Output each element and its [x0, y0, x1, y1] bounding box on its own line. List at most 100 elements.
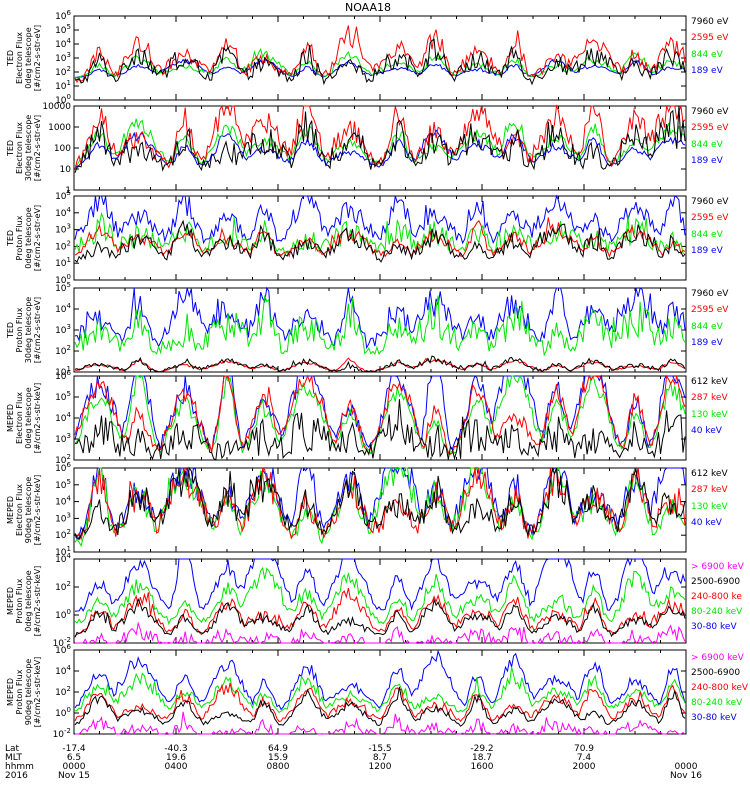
y-tick-label: 105 — [55, 189, 71, 202]
y-tick-label: 106 — [55, 461, 71, 474]
y-tick-label: 104 — [55, 664, 71, 677]
series-line-30-80-kev — [74, 649, 686, 711]
footer-tick-value: Nov 16 — [670, 771, 702, 781]
y-tick-label: 102 — [55, 580, 71, 593]
series-line-240-800-ke — [74, 587, 686, 637]
footer-tick-value: 70.9 — [574, 744, 594, 754]
y-tick-label: 104 — [55, 552, 71, 565]
y-tick-label: 100 — [54, 144, 71, 154]
footer-tick-value: Nov 15 — [58, 771, 90, 781]
y-tick-label: 104 — [55, 206, 71, 219]
legend-entry: 7960 eV — [691, 289, 729, 299]
legend-entry: 844 eV — [691, 140, 724, 150]
footer-tick-value: 18.7 — [472, 753, 492, 763]
plot-frame — [73, 105, 687, 191]
y-tick-label: 103 — [55, 223, 71, 236]
panel-5: 102 103 104 105 106 MEPEDElectron Flux0deg te… — [6, 369, 728, 466]
y-tick-label: 1000 — [48, 123, 71, 133]
legend-entry: 189 eV — [691, 246, 724, 256]
series-line-189-ev — [74, 286, 686, 350]
plot-frame — [73, 649, 687, 735]
y-tick-label: 103 — [55, 323, 71, 336]
legend-entry: 287 keV — [691, 393, 728, 403]
y-tick-label: 105 — [55, 23, 71, 36]
footer-tick-value: 0000 — [675, 762, 698, 772]
legend-entry: 189 eV — [691, 338, 724, 348]
legend-entry: 844 eV — [691, 230, 724, 240]
y-tick-label: 1 — [65, 186, 71, 196]
y-axis-label: MEPEDElectron Flux90deg telescope[#/cm2-… — [6, 475, 42, 546]
legend-entry: > 6900 keV — [691, 653, 745, 663]
series-line-189-ev — [74, 129, 686, 169]
series-line-844-ev — [74, 211, 686, 256]
legend-entry: 240-800 ke — [691, 592, 742, 602]
legend-entry: > 6900 keV — [691, 562, 745, 572]
y-tick-label: 104 — [55, 37, 71, 50]
y-tick-label: 100 — [55, 608, 71, 621]
legend-entry: 30-80 keV — [691, 622, 737, 632]
footer-row-label: 2016 — [5, 771, 28, 781]
y-tick-label: 101 — [55, 365, 71, 378]
footer-tick-value: -40.3 — [164, 744, 187, 754]
legend-entry: 40 keV — [691, 426, 723, 436]
series-line-612-kev — [74, 399, 686, 461]
series-line-130-kev — [74, 466, 686, 548]
panel-3: 100 101 102 103 104 105 TEDProton Flux0deg tel… — [6, 189, 729, 286]
footer-tick-value: 0000 — [63, 762, 86, 772]
legend-entry: 130 keV — [691, 502, 728, 512]
legend-entry: 7960 eV — [691, 17, 729, 27]
footer-tick-value: 15.9 — [268, 753, 288, 763]
y-tick-label: 106 — [55, 643, 71, 656]
y-tick-label: 102 — [55, 344, 71, 357]
legend-entry: 7960 eV — [691, 197, 729, 207]
legend-entry: 2500-6900 — [691, 668, 740, 678]
y-axis-label: MEPEDProton Flux0deg telescope[#/cm2-s-s… — [6, 566, 42, 637]
y-tick-label: 101 — [55, 79, 71, 92]
y-tick-label: 10-2 — [53, 636, 71, 649]
y-tick-label: 10000 — [42, 102, 71, 112]
y-tick-label: 106 — [55, 9, 71, 22]
series-line-2595-ev — [74, 25, 686, 84]
legend-entry: 7960 eV — [691, 107, 729, 117]
plot-frame — [73, 15, 687, 101]
y-tick-label: 103 — [55, 432, 71, 445]
y-tick-label: 100 — [55, 273, 71, 286]
legend-entry: 240-800 keV — [691, 683, 749, 693]
panel-8: 10-2 100 102 104 106 MEPEDProton Flux90deg te… — [6, 643, 749, 740]
series-line-2595-ev — [74, 104, 686, 170]
legend-entry: 189 eV — [691, 156, 724, 166]
legend-entry: 80-240 keV — [691, 698, 743, 708]
footer-tick-value: -17.4 — [62, 744, 86, 754]
legend-entry: 30-80 keV — [691, 713, 737, 723]
legend-entry: 844 eV — [691, 322, 724, 332]
footer-tick-value: 0800 — [267, 762, 290, 772]
y-tick-label: 105 — [55, 478, 71, 491]
panel-7: 10-2 100 102 104 MEPEDProton Flux0deg telesc… — [6, 552, 745, 649]
y-tick-label: 106 — [55, 369, 71, 382]
legend-entry: 130 keV — [691, 410, 728, 420]
panel-6: 101 102 103 104 105 106 MEPEDElectron Flux90de… — [6, 461, 728, 558]
y-tick-label: 101 — [55, 545, 71, 558]
y-tick-label: 10 — [60, 165, 72, 175]
footer-tick-value: 1600 — [471, 762, 494, 772]
footer-tick-value: -15.5 — [368, 744, 391, 754]
footer-tick-value: 19.6 — [166, 753, 186, 763]
legend-entry: 2595 eV — [691, 213, 729, 223]
y-tick-label: 104 — [55, 302, 71, 315]
series-line-189-ev — [74, 194, 686, 245]
footer-row-label: MLT — [5, 753, 23, 763]
footer-row-label: hhmm — [5, 762, 34, 772]
y-tick-label: 105 — [55, 281, 71, 294]
legend-entry: 612 keV — [691, 469, 728, 479]
footer-tick-value: 0400 — [165, 762, 188, 772]
series-line-2500-6900 — [74, 597, 686, 638]
y-tick-label: 101 — [55, 256, 71, 269]
legend-entry: 2595 eV — [691, 33, 729, 43]
footer-tick-value: 2000 — [573, 762, 596, 772]
y-tick-label: 102 — [55, 528, 71, 541]
y-tick-label: 103 — [55, 511, 71, 524]
footer-row-label: Lat — [5, 744, 20, 754]
